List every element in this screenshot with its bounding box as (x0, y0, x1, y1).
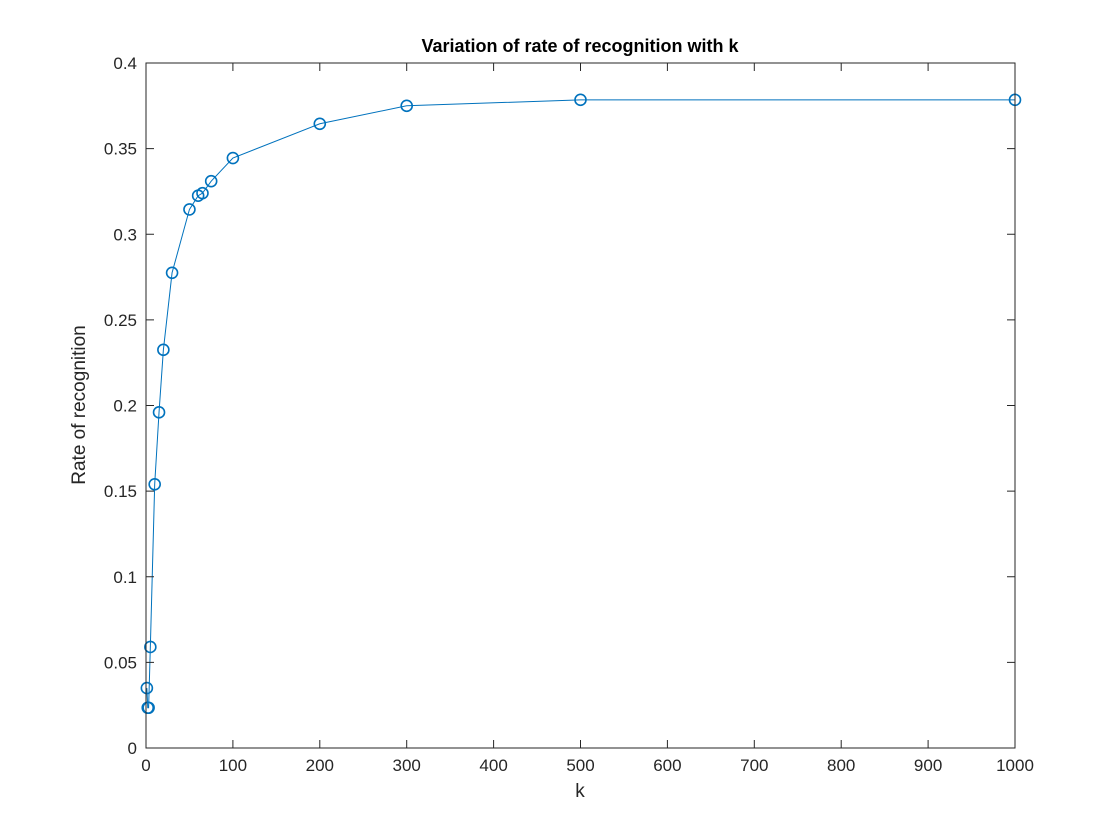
x-tick-label: 100 (219, 756, 247, 775)
data-point (183, 203, 196, 216)
y-tick-label: 0.1 (113, 568, 137, 587)
x-tick-label: 300 (393, 756, 421, 775)
data-point (204, 174, 218, 188)
x-tick-label: 1000 (996, 756, 1034, 775)
y-tick-label: 0.4 (113, 54, 137, 73)
y-tick-label: 0.35 (104, 140, 137, 159)
y-tick-label: 0.25 (104, 311, 137, 330)
x-tick-label: 500 (566, 756, 594, 775)
chart-title: Variation of rate of recognition with k (421, 36, 739, 56)
x-tick-label: 800 (827, 756, 855, 775)
data-point (226, 151, 240, 165)
data-point (140, 681, 154, 695)
y-tick-label: 0.2 (113, 397, 137, 416)
y-tick-label: 0.15 (104, 482, 137, 501)
data-point (142, 701, 155, 715)
data-point (400, 99, 414, 113)
x-axis-label: k (575, 781, 585, 802)
y-tick-label: 0.05 (104, 653, 137, 672)
data-point (165, 266, 179, 280)
x-tick-label: 200 (306, 756, 334, 775)
x-tick-label: 400 (479, 756, 507, 775)
x-tick-label: 600 (653, 756, 681, 775)
data-point (157, 343, 170, 357)
x-tick-label: 700 (740, 756, 768, 775)
data-point (574, 93, 587, 107)
y-axis-label: Rate of recognition (69, 325, 90, 485)
x-tick-label: 0 (141, 756, 150, 775)
data-point (148, 477, 161, 491)
y-tick-label: 0.3 (113, 225, 137, 244)
y-tick-label: 0 (128, 739, 137, 758)
data-point (196, 186, 209, 200)
data-point (144, 640, 157, 654)
x-tick-label: 900 (914, 756, 942, 775)
data-point (152, 406, 166, 419)
data-point (313, 117, 327, 131)
series-line (146, 99, 1015, 709)
